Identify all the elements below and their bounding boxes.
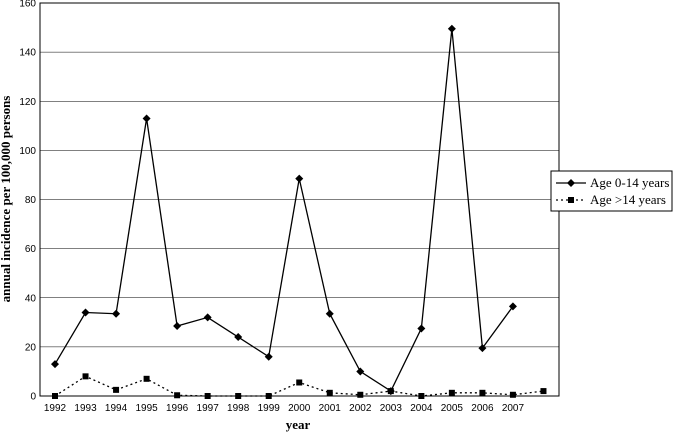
gridlines <box>40 51 559 348</box>
data-point-series-2 <box>143 375 150 382</box>
data-point-series-2 <box>204 393 211 399</box>
legend-marker-series-2 <box>568 197 574 203</box>
x-tick-label: 2001 <box>319 403 342 414</box>
x-tick-label: 1993 <box>74 403 97 414</box>
data-point-series-2 <box>448 389 455 396</box>
x-axis-title: year <box>286 417 311 432</box>
x-tick-label: 2003 <box>380 403 403 414</box>
x-tick-label: 1995 <box>135 403 158 414</box>
y-tick-label: 140 <box>19 48 36 59</box>
y-tick-label: 100 <box>19 146 36 157</box>
x-tick-label: 1996 <box>166 403 189 414</box>
legend-label-series-1: Age 0-14 years <box>590 175 669 190</box>
data-point-series-2 <box>174 392 181 399</box>
x-tick-label: 2005 <box>441 403 464 414</box>
y-tick-label: 80 <box>25 195 37 206</box>
data-point-series-1 <box>81 308 90 317</box>
data-point-series-1 <box>203 313 212 322</box>
data-point-series-2 <box>296 379 303 386</box>
data-point-series-1 <box>112 309 121 318</box>
data-point-series-1 <box>478 344 487 353</box>
legend-label-series-2: Age >14 years <box>590 192 666 207</box>
data-point-series-2 <box>479 389 486 396</box>
y-tick-label: 120 <box>19 97 36 108</box>
data-point-series-1 <box>234 333 243 342</box>
data-point-series-1 <box>417 324 426 333</box>
x-tick-label: 1992 <box>44 403 67 414</box>
y-tick-label: 0 <box>30 392 36 403</box>
x-tick-label: 1998 <box>227 403 250 414</box>
x-tick-label: 2007 <box>502 403 525 414</box>
y-tick-label: 40 <box>25 293 37 304</box>
data-point-series-1 <box>264 352 273 361</box>
y-tick-labels: 0 20 40 60 80 100 120 140 160 <box>19 0 36 403</box>
data-point-series-2 <box>113 386 120 393</box>
y-tick-label: 60 <box>25 244 37 255</box>
data-point-series-1 <box>447 24 456 33</box>
legend-box <box>550 170 673 212</box>
data-point-series-2 <box>509 391 516 398</box>
data-point-series-2 <box>52 393 58 399</box>
x-tick-label: 1997 <box>197 403 220 414</box>
x-tick-labels: 1992 1993 1994 1995 1996 1997 1998 1999 2000 2001… <box>44 403 525 414</box>
x-tick-label: 2002 <box>349 403 372 414</box>
x-tick-label: 1999 <box>258 403 281 414</box>
data-point-series-2 <box>357 391 364 398</box>
data-point-series-1 <box>142 114 151 123</box>
series-layer <box>51 24 547 399</box>
y-tick-label: 160 <box>19 0 36 10</box>
data-point-series-2 <box>326 389 333 396</box>
x-tick-label: 2000 <box>288 403 311 414</box>
legend-marker-series-1 <box>567 179 575 187</box>
data-point-series-1 <box>173 321 182 330</box>
data-point-series-1 <box>51 360 59 369</box>
y-axis-title: annual incidence per 100,000 persons <box>0 96 13 303</box>
data-point-series-1 <box>325 309 334 318</box>
x-tick-label: 2004 <box>410 403 433 414</box>
x-tick-label: 1994 <box>105 403 128 414</box>
legend: Age 0-14 years Age >14 years <box>550 170 673 212</box>
x-tick-label: 2006 <box>471 403 494 414</box>
data-point-series-1 <box>356 367 365 376</box>
data-point-series-2 <box>387 388 394 395</box>
y-tick-label: 20 <box>25 342 37 353</box>
data-point-series-2 <box>82 373 89 380</box>
data-point-series-2 <box>418 393 425 399</box>
data-point-series-2 <box>265 393 272 399</box>
series-line-1 <box>54 28 514 393</box>
data-point-series-2 <box>540 388 547 395</box>
data-point-series-2 <box>235 393 242 399</box>
data-point-series-1 <box>508 302 517 311</box>
data-point-series-1 <box>295 174 304 183</box>
